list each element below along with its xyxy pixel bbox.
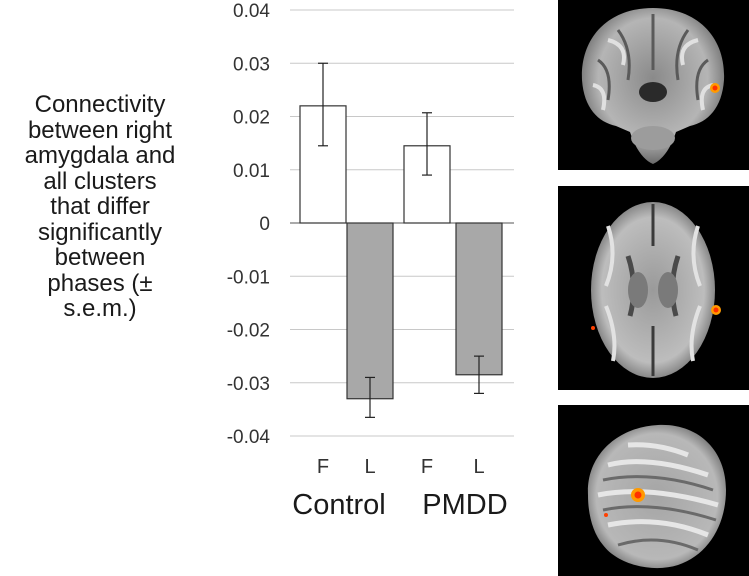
y-axis-title-line: significantly: [37, 218, 163, 246]
y-tick-label: 0.02: [233, 108, 270, 129]
brain-image-coronal: [558, 0, 749, 170]
y-tick-label: 0: [259, 214, 270, 235]
y-axis-title-line: between: [54, 244, 146, 271]
y-axis-title-line: that differ: [50, 193, 150, 220]
x-tick-label: F: [421, 456, 433, 478]
group-label: Control: [292, 489, 386, 521]
y-tick-label: -0.04: [227, 427, 271, 448]
x-tick-label: L: [473, 456, 484, 478]
y-tick-label: -0.03: [227, 374, 270, 395]
x-tick-label: F: [317, 456, 329, 478]
sagittal-slice-graphic: [587, 424, 726, 569]
y-axis-title-line: Connectivity: [34, 91, 166, 118]
y-axis-title-line: amygdala and: [24, 142, 176, 169]
brain-image-axial: [558, 186, 749, 390]
y-axis-title: Connectivity between right amygdala and all…: [0, 92, 200, 322]
group-label: PMDD: [422, 489, 507, 521]
y-tick-label: 0.04: [233, 1, 270, 22]
bar-chart: 0.040.030.020.010-0.01-0.02-0.03-0.04F LC…: [227, 1, 514, 521]
x-tick-label: L: [364, 456, 375, 478]
y-axis-title-line: between right: [27, 116, 173, 144]
y-tick-label: -0.02: [227, 321, 270, 342]
bar-pmdd-l: [455, 222, 503, 376]
bar-control-l: [346, 222, 394, 400]
axial-slice-graphic: [591, 202, 721, 378]
y-tick-label: 0.01: [233, 161, 270, 182]
coronal-slice-graphic: [581, 8, 725, 164]
y-axis-title-line: phases (±: [47, 269, 153, 297]
y-tick-label: -0.01: [227, 267, 270, 288]
brain-image-sagittal: [558, 405, 749, 576]
y-axis-title-line: all clusters: [43, 167, 157, 195]
y-tick-label: 0.03: [233, 54, 270, 75]
y-axis-title-line: s.e.m.): [63, 295, 137, 322]
